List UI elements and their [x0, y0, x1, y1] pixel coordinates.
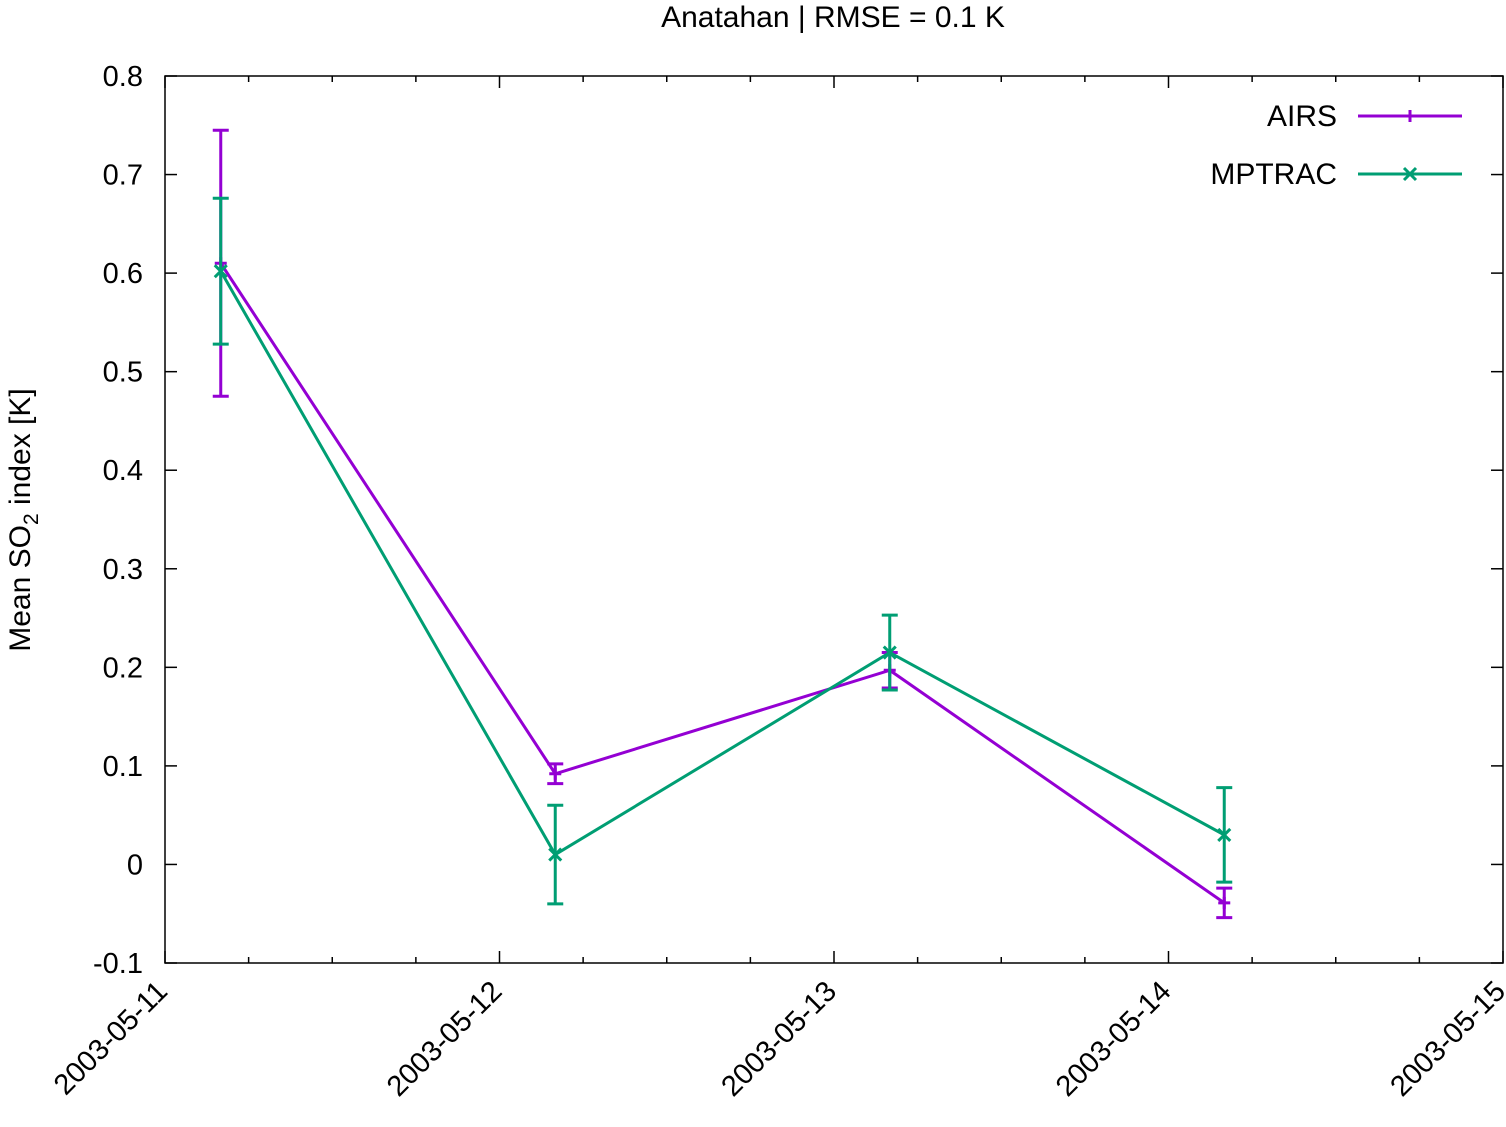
x-tick-label: 2003-05-13	[715, 975, 843, 1103]
y-tick-label: 0	[127, 849, 143, 881]
x-tick-label: 2003-05-15	[1384, 975, 1506, 1103]
y-axis-label: Mean SO2 index [K]	[4, 388, 43, 652]
y-tick-label: 0.3	[103, 554, 143, 586]
data-point	[1218, 896, 1231, 909]
series-mptrac	[212, 196, 1233, 906]
data-point	[549, 767, 562, 780]
x-tick-label: 2003-05-14	[1050, 975, 1178, 1103]
y-tick-label: -0.1	[93, 948, 143, 980]
legend-marker	[1404, 110, 1416, 122]
data-point	[882, 645, 897, 660]
legend-marker	[1402, 166, 1418, 182]
y-tick-label: 0.6	[103, 258, 143, 290]
y-tick-label: 0.1	[103, 751, 143, 783]
legend-label: AIRS	[1267, 100, 1337, 133]
chart-title: Anatahan | RMSE = 0.1 K	[661, 1, 1005, 34]
y-tick-label: 0.7	[103, 160, 143, 192]
y-axis-label-subscript: 2	[20, 513, 43, 525]
data-point	[1217, 827, 1232, 842]
y-tick-label: 0.8	[103, 61, 143, 93]
data-point	[213, 264, 228, 279]
y-tick-label: 0.5	[103, 357, 143, 389]
data-point	[548, 847, 563, 862]
legend: AIRS MPTRAC	[1210, 100, 1462, 191]
series-line	[219, 262, 1226, 905]
axes: -0.1 0 0.1 0.2 0.3 0.4 0.5 0.6 0.7 0.8 2003-05-11 2…	[48, 61, 1506, 1103]
x-tick-label: 2003-05-12	[381, 975, 509, 1103]
y-tick-label: 0.4	[103, 455, 143, 487]
y-axis-label-suffix: index [K]	[4, 388, 37, 513]
plot-frame	[164, 75, 1504, 964]
x-tick-label: 2003-05-11	[48, 975, 174, 1101]
y-tick-label: 0.2	[103, 652, 143, 684]
y-axis-label-main: Mean SO	[4, 525, 37, 652]
series-layer	[212, 128, 1233, 920]
legend-label: MPTRAC	[1210, 158, 1337, 191]
series-line	[219, 270, 1225, 857]
